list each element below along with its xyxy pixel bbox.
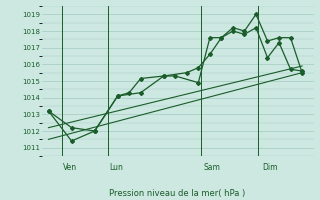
- Text: Dim: Dim: [262, 164, 277, 172]
- Text: Ven: Ven: [63, 164, 77, 172]
- Text: Lun: Lun: [109, 164, 124, 172]
- Text: Sam: Sam: [204, 164, 220, 172]
- Text: Pression niveau de la mer( hPa ): Pression niveau de la mer( hPa ): [109, 189, 246, 198]
